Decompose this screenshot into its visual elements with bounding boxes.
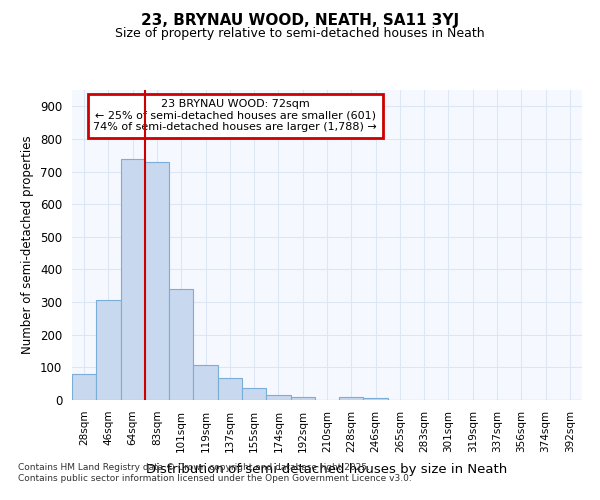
Bar [193,365,218,400]
Bar [96,300,121,400]
Bar [218,378,242,400]
Bar [364,398,388,400]
Bar [290,396,315,400]
Bar [121,158,145,400]
Text: 23, BRYNAU WOOD, NEATH, SA11 3YJ: 23, BRYNAU WOOD, NEATH, SA11 3YJ [141,12,459,28]
Text: 23 BRYNAU WOOD: 72sqm
← 25% of semi-detached houses are smaller (601)
74% of sem: 23 BRYNAU WOOD: 72sqm ← 25% of semi-deta… [94,100,377,132]
Text: Contains public sector information licensed under the Open Government Licence v3: Contains public sector information licen… [18,474,412,483]
Y-axis label: Number of semi-detached properties: Number of semi-detached properties [22,136,34,354]
Text: Contains HM Land Registry data © Crown copyright and database right 2025.: Contains HM Land Registry data © Crown c… [18,462,370,471]
Text: Size of property relative to semi-detached houses in Neath: Size of property relative to semi-detach… [115,28,485,40]
Bar [169,289,193,400]
Bar [72,374,96,400]
X-axis label: Distribution of semi-detached houses by size in Neath: Distribution of semi-detached houses by … [146,463,508,476]
Bar [145,162,169,400]
Bar [266,396,290,400]
Bar [339,398,364,400]
Bar [242,388,266,400]
